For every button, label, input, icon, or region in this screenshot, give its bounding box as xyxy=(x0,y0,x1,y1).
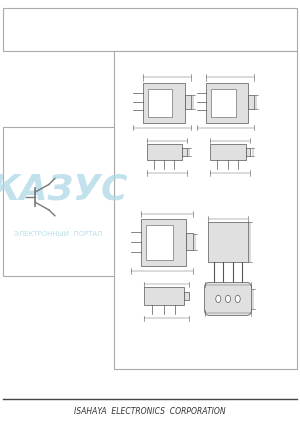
Text: ISAHAYA  ELECTRONICS  CORPORATION: ISAHAYA ELECTRONICS CORPORATION xyxy=(74,407,226,416)
Text: КАЗУС: КАЗУС xyxy=(0,173,127,206)
Bar xyxy=(3,8,297,51)
Circle shape xyxy=(235,295,240,303)
Bar xyxy=(143,83,185,123)
Bar xyxy=(147,144,182,160)
Bar xyxy=(185,95,191,109)
Text: ЭЛЕКТРОННЫЙ  ПОРТАЛ: ЭЛЕКТРОННЫЙ ПОРТАЛ xyxy=(14,231,103,237)
Bar xyxy=(3,127,114,276)
Bar xyxy=(144,287,184,305)
Bar xyxy=(186,233,193,250)
Bar xyxy=(142,219,186,266)
Bar xyxy=(211,89,236,117)
Bar xyxy=(208,222,248,262)
Bar xyxy=(248,95,254,109)
Bar xyxy=(114,51,297,369)
Bar xyxy=(206,83,248,123)
Bar xyxy=(246,148,250,156)
FancyBboxPatch shape xyxy=(204,282,252,315)
Bar xyxy=(182,148,187,156)
Bar xyxy=(184,292,189,300)
Circle shape xyxy=(226,295,231,303)
Bar xyxy=(146,225,173,260)
Bar xyxy=(148,89,172,117)
Circle shape xyxy=(216,295,221,303)
Bar xyxy=(211,144,246,160)
